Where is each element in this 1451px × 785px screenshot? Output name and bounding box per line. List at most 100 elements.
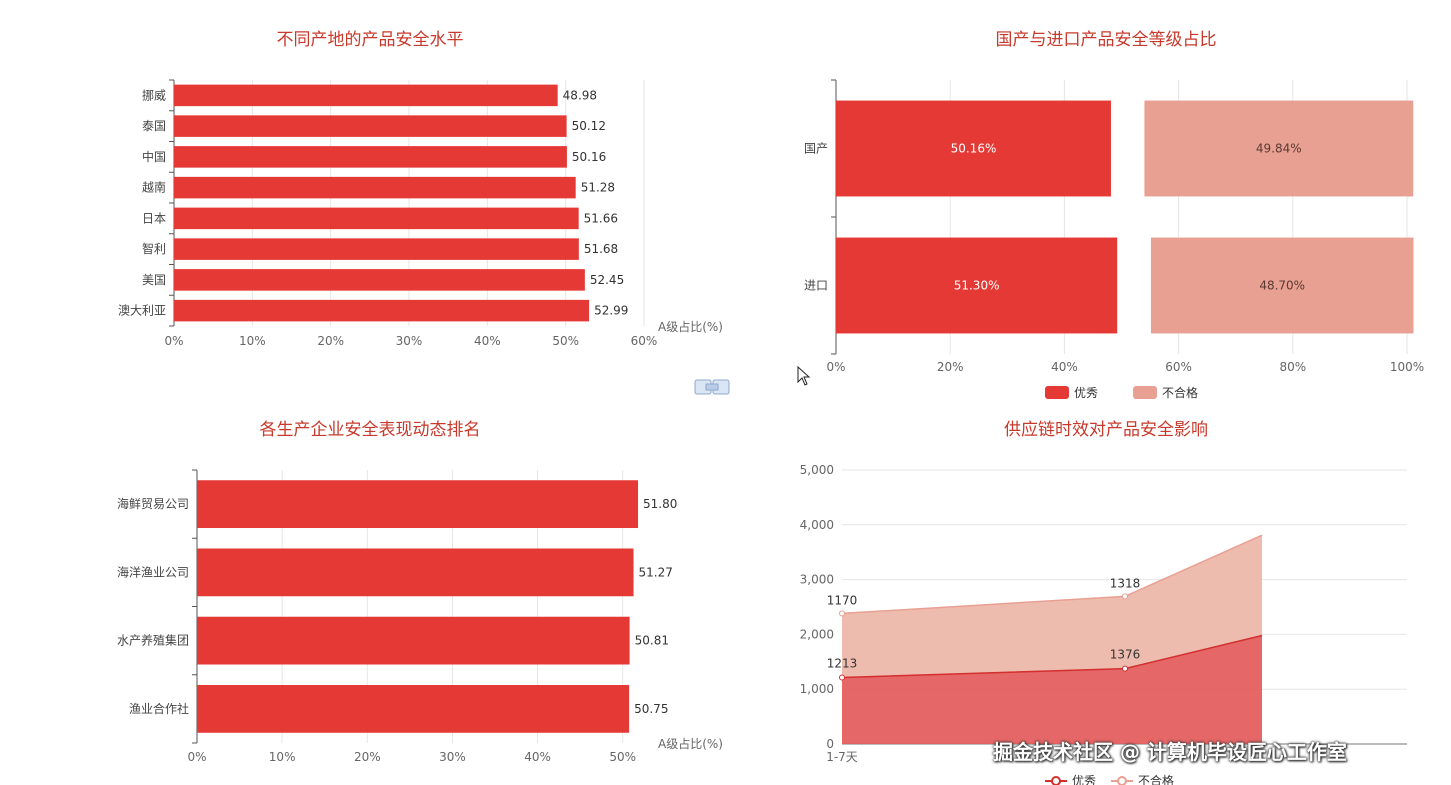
chart3-axis-name: A级占比(%) (658, 736, 723, 751)
chart2-legend-label: 优秀 (1074, 386, 1098, 400)
chart4-y-tick-label: 2,000 (800, 627, 834, 641)
chart4-legend-swatch (1117, 776, 1127, 785)
chart1-category-label: 澳大利亚 (118, 304, 166, 318)
chart1-category-label: 中国 (142, 149, 166, 164)
chart1-bar (174, 269, 585, 291)
chart3-bar (197, 548, 634, 597)
chart3-value-label: 50.75 (634, 702, 668, 716)
chart1-title: 不同产地的产品安全水平 (276, 30, 464, 50)
chart2-category-label: 国产 (804, 142, 828, 156)
chart4-y-tick-label: 3,000 (800, 573, 834, 587)
chart4-y-tick-label: 5,000 (800, 463, 834, 477)
chart3-category-label: 水产养殖集团 (117, 633, 189, 648)
chart1-value-label: 50.12 (572, 119, 606, 133)
chart3-x-tick-label: 20% (354, 750, 381, 764)
chart2-bar-bad (1150, 237, 1414, 334)
chart3-x-tick-label: 30% (439, 750, 466, 764)
chart1-category-label: 智利 (142, 241, 166, 256)
chart2-x-tick-label: 60% (1165, 360, 1192, 374)
chart1-bar (174, 146, 567, 168)
chart2-bar-label: 49.84% (1256, 142, 1302, 156)
chart3-bar (197, 616, 630, 665)
chart2-x-tick-label: 100% (1390, 360, 1424, 374)
chart2-x-tick-label: 0% (826, 360, 845, 374)
chart4-legend-label: 优秀 (1072, 774, 1096, 785)
chart1-value-label: 51.28 (581, 181, 615, 195)
chart4-y-tick-label: 0 (826, 737, 834, 751)
chart2-title: 国产与进口产品安全等级占比 (995, 30, 1217, 50)
chart1-value-label: 52.45 (590, 273, 624, 287)
chart3-bar (197, 480, 639, 529)
chart4-area-bad (842, 535, 1262, 678)
chart2-category-label: 进口 (804, 279, 828, 293)
chart2-x-tick-label: 20% (937, 360, 964, 374)
chart4-label-bad: 1170 (827, 593, 858, 607)
chart4-point-bad (1122, 593, 1128, 600)
chart1-x-tick-label: 40% (474, 334, 501, 348)
chart1-bar (174, 207, 579, 230)
chart1-category-label: 挪威 (142, 88, 166, 102)
chart1-bar (174, 176, 576, 199)
chart1-category-label: 泰国 (142, 119, 166, 133)
chart2-bar-label: 48.70% (1259, 279, 1305, 293)
chart3-category-label: 渔业合作社 (129, 701, 189, 716)
chart1-x-tick-label: 0% (164, 334, 183, 348)
chart2-bar-good (836, 100, 1111, 197)
chart1-bar (174, 238, 579, 260)
chart4-y-tick-label: 1,000 (800, 682, 834, 696)
chart1-bar (174, 84, 558, 107)
chart4-point-bad (839, 610, 845, 617)
chart2-x-tick-label: 40% (1051, 360, 1078, 374)
chart2-bar-good (836, 237, 1118, 334)
connection-icon[interactable] (694, 376, 730, 398)
chart3-value-label: 50.81 (635, 634, 669, 648)
chart4-label-bad: 1318 (1110, 576, 1141, 590)
chart4-x-tick-label: 1-7天 (826, 750, 858, 764)
chart4-label-good: 1213 (827, 657, 858, 671)
chart2-legend-swatch (1045, 386, 1069, 399)
chart1-category-label: 美国 (142, 273, 166, 287)
chart1-value-label: 52.99 (594, 304, 628, 318)
chart1-category-label: 越南 (142, 180, 166, 195)
chart1-x-tick-label: 20% (317, 334, 344, 348)
chart2-x-tick-label: 80% (1279, 360, 1306, 374)
chart4-legend-swatch (1051, 776, 1061, 785)
chart2-legend-label: 不合格 (1162, 385, 1198, 400)
chart4-point-good (839, 674, 845, 681)
chart4-title: 供应链时效对产品安全影响 (1004, 420, 1208, 440)
chart1-category-label: 日本 (142, 211, 166, 225)
chart3-x-tick-label: 0% (187, 750, 206, 764)
chart1-bar (174, 115, 567, 137)
chart4-area-good (842, 635, 1262, 744)
chart1-x-tick-label: 10% (239, 334, 266, 348)
chart1-value-label: 48.98 (563, 88, 597, 102)
chart4-label-good: 1376 (1110, 648, 1141, 662)
chart3-x-tick-label: 40% (524, 750, 551, 764)
chart2-bar-label: 51.30% (954, 279, 1000, 293)
chart4-y-tick-label: 4,000 (800, 518, 834, 532)
chart4-point-good (1122, 665, 1128, 672)
chart1-value-label: 51.68 (584, 242, 618, 256)
chart3-bar (197, 684, 630, 733)
chart2-bar-label: 50.16% (951, 142, 997, 156)
chart1-axis-name: A级占比(%) (658, 319, 723, 334)
chart1-x-tick-label: 60% (631, 334, 658, 348)
chart4-legend-label: 不合格 (1138, 773, 1174, 785)
chart1-x-tick-label: 50% (552, 334, 579, 348)
chart1-x-tick-label: 30% (396, 334, 423, 348)
chart1-value-label: 51.66 (584, 211, 618, 225)
mouse-cursor-icon (797, 365, 811, 390)
chart3-title: 各生产企业安全表现动态排名 (259, 420, 481, 440)
chart1-bar (174, 299, 590, 322)
chart3-x-tick-label: 50% (609, 750, 636, 764)
chart1-value-label: 50.16 (572, 150, 606, 164)
chart3-x-tick-label: 10% (269, 750, 296, 764)
chart3-value-label: 51.27 (639, 565, 673, 579)
chart3-category-label: 海洋渔业公司 (117, 564, 189, 579)
chart3-value-label: 51.80 (643, 497, 677, 511)
watermark-text: 掘金技术社区 @ 计算机毕设匠心工作室 (993, 740, 1347, 764)
chart2-legend-swatch (1133, 386, 1157, 399)
chart2-bar-bad (1144, 100, 1414, 197)
chart3-category-label: 海鲜贸易公司 (117, 496, 189, 511)
